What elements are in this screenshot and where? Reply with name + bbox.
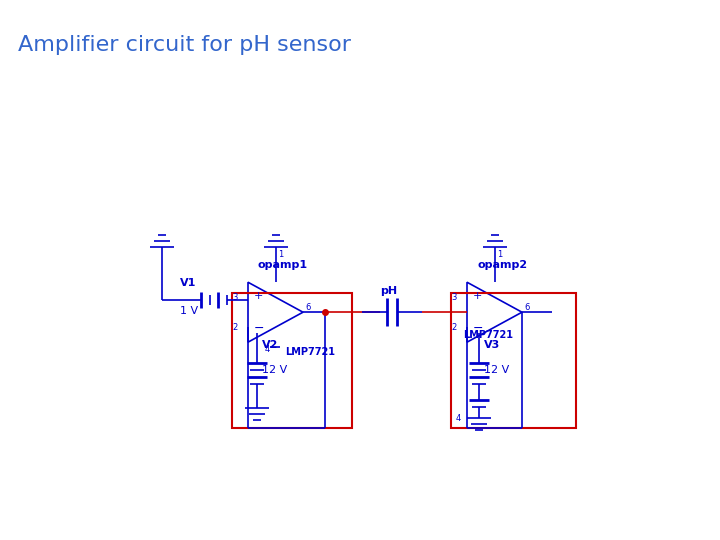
- Text: +: +: [254, 291, 264, 301]
- Text: +: +: [473, 291, 482, 301]
- Text: 12 V: 12 V: [262, 365, 287, 375]
- Bar: [451, 293, 576, 428]
- Text: V3: V3: [484, 340, 500, 350]
- Text: −: −: [254, 322, 264, 335]
- Text: Amplifier circuit for pH sensor: Amplifier circuit for pH sensor: [18, 35, 351, 55]
- Text: LMP7721: LMP7721: [285, 347, 335, 357]
- Text: 2: 2: [451, 323, 457, 332]
- Text: 12 V: 12 V: [484, 365, 509, 375]
- Text: 4: 4: [456, 414, 462, 423]
- Bar: [232, 293, 352, 428]
- Text: LMP7721: LMP7721: [463, 330, 513, 340]
- Text: 6: 6: [524, 303, 529, 312]
- Text: V2: V2: [262, 340, 279, 350]
- Text: 4: 4: [265, 345, 270, 354]
- Text: opamp1: opamp1: [258, 260, 308, 270]
- Text: 1: 1: [498, 250, 503, 259]
- Text: 1 V: 1 V: [180, 306, 198, 316]
- Text: 6: 6: [305, 303, 310, 312]
- Text: opamp2: opamp2: [477, 260, 527, 270]
- Text: 3: 3: [451, 293, 457, 302]
- Text: pH: pH: [380, 286, 397, 296]
- Text: −: −: [473, 322, 484, 335]
- Text: 2: 2: [233, 323, 238, 332]
- Text: 3: 3: [233, 293, 238, 302]
- Text: 1: 1: [279, 250, 284, 259]
- Text: V1: V1: [180, 278, 197, 288]
